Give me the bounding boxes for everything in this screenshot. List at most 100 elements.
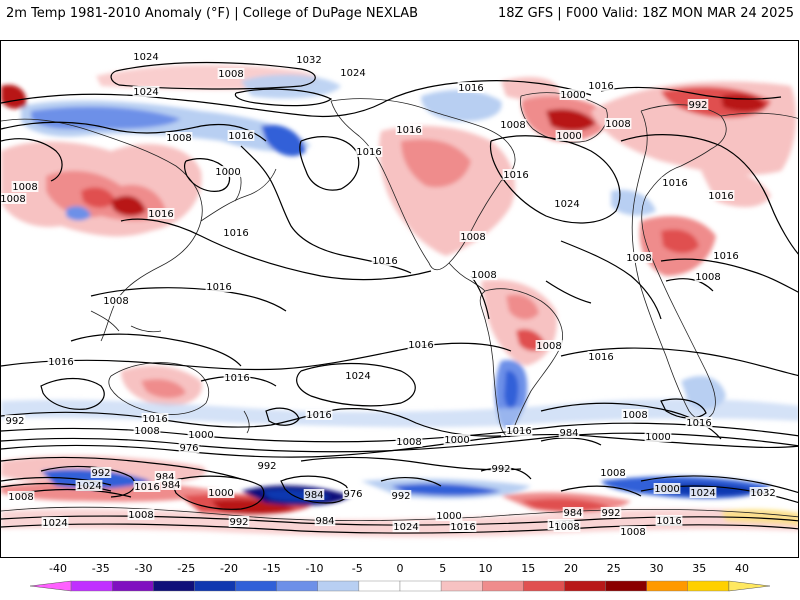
isobar-label: 1016 xyxy=(142,414,167,425)
colorbar-swatch xyxy=(112,580,154,592)
isobar-label: 1016 xyxy=(656,516,681,527)
isobar-label: 1008 xyxy=(605,119,630,130)
isobar-label: 1024 xyxy=(42,518,67,529)
isobar-label: 1016 xyxy=(588,81,613,92)
isobar-label: 1024 xyxy=(340,68,365,79)
colorbar-tick-label: -10 xyxy=(305,562,324,575)
isobar-label: 1016 xyxy=(396,125,421,136)
isobar-label: 1024 xyxy=(133,52,158,63)
colorbar-swatch xyxy=(605,580,647,592)
isobar-label: 984 xyxy=(161,480,180,491)
map-header: 2m Temp 1981-2010 Anomaly (°F) | College… xyxy=(0,0,800,40)
isobar-label: 1024 xyxy=(393,522,418,533)
colorbar-tick-label: 0 xyxy=(396,562,404,575)
isobar-label: 1008 xyxy=(128,510,153,521)
colorbar-tick-label: 40 xyxy=(735,562,749,575)
colorbar-scale xyxy=(29,580,771,592)
colorbar-swatch xyxy=(646,580,688,592)
isobar-label: 1024 xyxy=(345,371,370,382)
isobar-label: 1016 xyxy=(708,191,733,202)
colorbar-tick-label: -5 xyxy=(351,562,363,575)
isobar-label: 1024 xyxy=(690,488,715,499)
isobar-label: 1008 xyxy=(500,120,525,131)
isobar-label: 1000 xyxy=(654,484,679,495)
colorbar-swatch xyxy=(399,580,442,592)
colorbar-swatch xyxy=(317,580,360,592)
isobar-label: 1016 xyxy=(503,170,528,181)
isobar-label: 1016 xyxy=(662,178,687,189)
isobar-label: 1016 xyxy=(48,357,73,368)
colorbar-swatch xyxy=(194,580,236,592)
isobar-label: 1032 xyxy=(750,488,775,499)
isobar-label: 1008 xyxy=(1,194,26,205)
isobar-label: 992 xyxy=(391,491,410,502)
isobar-label: 992 xyxy=(229,517,248,528)
colorbar-swatch xyxy=(482,580,524,592)
isobar-label: 1008 xyxy=(626,253,651,264)
isobar-label: 1024 xyxy=(133,87,158,98)
isobar-label: 992 xyxy=(5,416,24,427)
isobar-label: 1024 xyxy=(76,481,101,492)
isobar-label: 1032 xyxy=(296,55,321,66)
isobar-label: 1016 xyxy=(356,147,381,158)
colorbar-swatch xyxy=(153,580,195,592)
model-run-info: 18Z GFS | F000 Valid: 18Z MON MAR 24 202… xyxy=(498,6,794,21)
isobar-label: 1008 xyxy=(460,232,485,243)
colorbar-swatch xyxy=(440,580,483,592)
isobar-label: 1000 xyxy=(208,488,233,499)
colorbar-swatch xyxy=(70,580,113,592)
temperature-anomaly-shading xyxy=(1,64,798,538)
isobar-label: 1016 xyxy=(148,209,173,220)
isobar-label: 1016 xyxy=(588,352,613,363)
isobar-label: 1016 xyxy=(306,410,331,421)
isobar-label: 1008 xyxy=(218,69,243,80)
colorbar-tick-label: -15 xyxy=(262,562,281,575)
isobar-label: 1008 xyxy=(134,426,159,437)
isobar-label: 1000 xyxy=(188,430,213,441)
isobar-label: 1016 xyxy=(223,228,248,239)
isobar-label: 984 xyxy=(315,516,334,527)
isobar-label: 992 xyxy=(257,461,276,472)
isobar-label: 1008 xyxy=(536,341,561,352)
colorbar-swatch xyxy=(276,580,318,592)
isobar-label: 1008 xyxy=(103,296,128,307)
colorbar-swatch xyxy=(687,580,730,592)
colorbar-tick-label: 35 xyxy=(692,562,707,575)
isobar-label: 1008 xyxy=(8,492,33,503)
isobar-labels: 1024 103210241024101610161000992100810161… xyxy=(1,51,777,538)
isobar-label: 1008 xyxy=(622,410,647,421)
colorbar-tick-label: -25 xyxy=(177,562,196,575)
isobar-label: 1000 xyxy=(215,167,240,178)
colorbar-swatch xyxy=(728,580,771,592)
isobar-label: 1016 xyxy=(458,83,483,94)
colorbar-tick-label: -30 xyxy=(134,562,153,575)
isobar-label: 1016 xyxy=(408,340,433,351)
isobar-label: 1016 xyxy=(224,373,249,384)
colorbar-tick-label: -20 xyxy=(220,562,238,575)
isobar-label: 1008 xyxy=(600,468,625,479)
isobar-label: 992 xyxy=(91,468,110,479)
isobar-label: 1000 xyxy=(556,131,581,142)
isobar-label: 1008 xyxy=(620,527,645,538)
anomaly-map-canvas: 1024 103210241024101610161000992100810161… xyxy=(1,51,798,538)
colorbar-swatch xyxy=(29,580,72,592)
colorbar-swatch xyxy=(523,580,565,592)
isobar-label: 1008 xyxy=(695,272,720,283)
isobar-label: 1000 xyxy=(645,432,670,443)
colorbar-tick-label: 15 xyxy=(521,562,536,575)
isobar-label: 1008 xyxy=(12,182,37,193)
isobar-label: 1008 xyxy=(471,270,496,281)
isobar-label: 1008 xyxy=(554,522,579,533)
isobar-label: 1016 xyxy=(134,482,159,493)
colorbar-tick-label: 20 xyxy=(564,562,578,575)
isobar-label: 1016 xyxy=(228,131,253,142)
isobar-label: 1016 xyxy=(372,256,397,267)
isobar-label: 984 xyxy=(563,508,582,519)
isobar-label: 1016 xyxy=(206,282,231,293)
world-map: 1024 1032 1024 1024 1016 1016 1000 992 1008 1016 1… xyxy=(0,40,799,558)
isobar-label: 1016 xyxy=(713,251,738,262)
isobar-label: 1016 xyxy=(506,426,531,437)
isobar-label: 984 xyxy=(155,472,174,483)
isobar-label: 992 xyxy=(601,508,620,519)
colorbar-tick-label: 30 xyxy=(649,562,664,575)
